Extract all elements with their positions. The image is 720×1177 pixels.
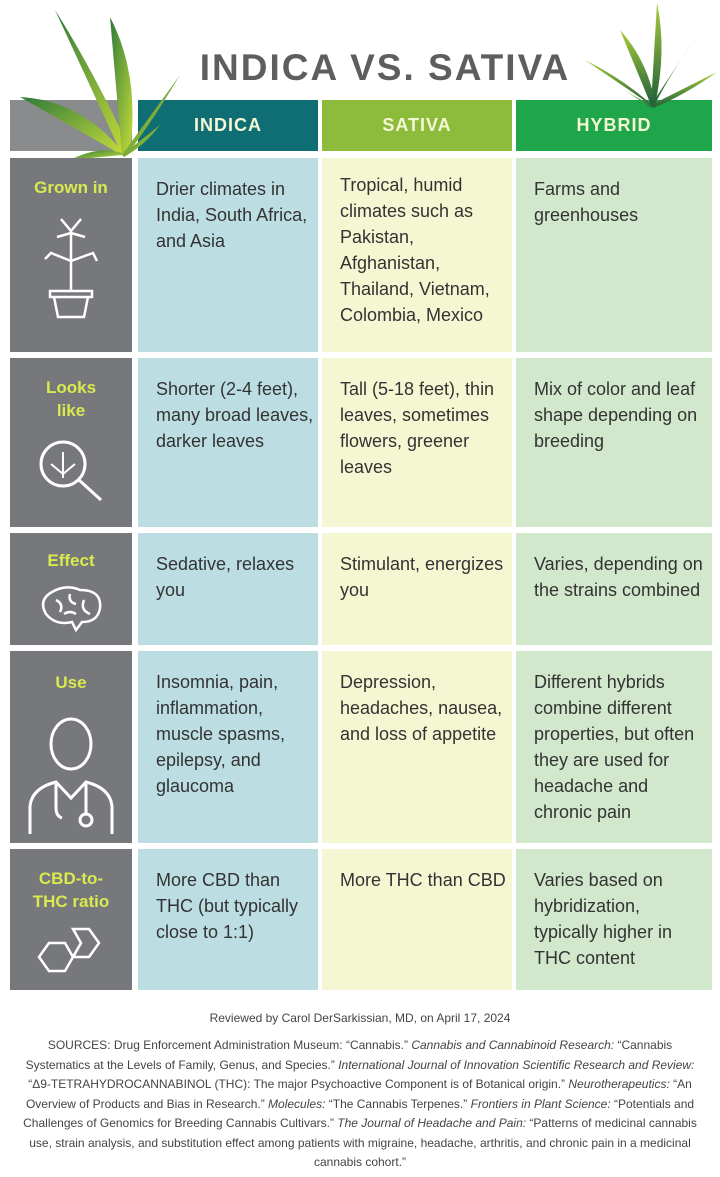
cell-hybrid: Farms and greenhouses: [516, 158, 712, 352]
page-title: INDICA VS. SATIVA: [199, 47, 571, 88]
row-label: CBD-to-THC ratio: [10, 849, 132, 990]
cell-sativa: Tall (5-18 feet), thin leaves, sometimes…: [322, 358, 512, 527]
brain-icon: [41, 586, 102, 633]
cell-hybrid: Mix of color and leaf shape depending on…: [516, 358, 712, 527]
hexagon-molecule-icon: [37, 927, 101, 973]
cell-sativa: Stimulant, energizes you: [322, 533, 512, 645]
cell-indica: Shorter (2-4 feet), many broad leaves, d…: [138, 358, 318, 527]
source-text: “The Cannabis Terpenes.”: [325, 1096, 471, 1111]
source-journal: The Journal of Headache and Pain:: [337, 1116, 527, 1130]
source-text: “Δ9-TETRAHYDROCANNABINOL (THC): The majo…: [28, 1077, 569, 1091]
cell-indica: More CBD than THC (but typically close t…: [138, 849, 318, 990]
source-text: “An Overview of Products and Bias in Res…: [25, 1077, 692, 1111]
sources: SOURCES: Drug Enforcement Administration…: [18, 1036, 702, 1173]
column-header-hybrid: HYBRID: [516, 100, 712, 151]
row-label: Looks like: [10, 358, 132, 527]
potted-plant-icon: [44, 218, 99, 319]
doctor-icon: [28, 717, 114, 834]
cell-sativa: Depression, headaches, nausea, and loss …: [322, 651, 512, 843]
source-text: SOURCES: Drug Enforcement Administration…: [47, 1038, 412, 1052]
cell-hybrid: Different hybrids combine different prop…: [516, 651, 712, 843]
cell-hybrid: Varies based on hybridization, typically…: [516, 849, 712, 990]
source-journal: International Journal of Innovation Scie…: [338, 1057, 695, 1072]
source-journal: Cannabis and Cannabinoid Research:: [411, 1038, 615, 1052]
cell-indica: Sedative, relaxes you: [138, 533, 318, 645]
source-text: “Patterns of medicinal cannabis use, str…: [29, 1116, 697, 1169]
row-label: Grown in: [10, 158, 132, 352]
source-journal: Neurotherapeutics:: [568, 1077, 670, 1091]
cannabis-leaf-icon: [585, 3, 717, 108]
cell-sativa: More THC than CBD: [322, 849, 512, 990]
row-label: Use: [10, 651, 132, 843]
source-journal: Molecules:: [268, 1096, 326, 1111]
source-text: “Potentials and Challenges of Genomics f…: [23, 1096, 695, 1131]
cell-indica: Drier climates in India, South Africa, a…: [138, 158, 318, 352]
row-label: Effect: [10, 533, 132, 645]
source-journal: Frontiers in Plant Science:: [470, 1096, 611, 1111]
cell-hybrid: Varies, depending on the strains combine…: [516, 533, 712, 645]
reviewed-by: Reviewed by Carol DerSarkissian, MD, on …: [209, 1011, 511, 1025]
column-header-sativa: SATIVA: [322, 100, 512, 151]
source-text: “Cannabis Systematics at the Levels of F…: [25, 1038, 673, 1072]
cell-indica: Insomnia, pain, inflammation, muscle spa…: [138, 651, 318, 843]
column-header-indica: INDICA: [138, 100, 318, 151]
magnifier-leaf-icon: [39, 440, 103, 502]
cell-sativa: Tropical, humid climates such as Pakista…: [322, 158, 512, 352]
cannabis-leaf-icon: [20, 10, 180, 160]
